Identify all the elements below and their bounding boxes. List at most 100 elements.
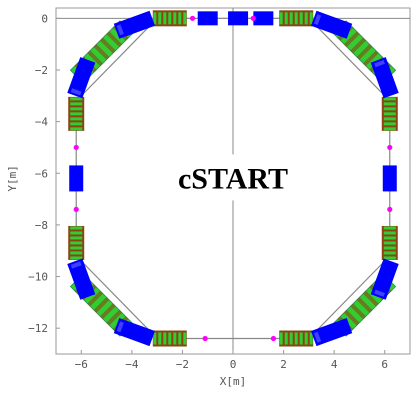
diag-pole-2 [100, 303, 116, 320]
x-tick-label: −2 [176, 358, 189, 371]
diag-pole-1 [363, 50, 379, 67]
corner-4-dipole [67, 258, 96, 300]
x-tick-label: −4 [125, 358, 139, 371]
corner-5-dipole [370, 258, 399, 300]
bottom-left-quad-block-group [152, 330, 187, 347]
right-upper-quad-pole [383, 112, 396, 116]
corner-6-dipole-edge [116, 321, 124, 333]
side-center-block-1 [382, 165, 397, 192]
left-lower-quad-pole [70, 226, 83, 230]
corner-3-dipole-edge [374, 60, 385, 68]
top-left-quad-pole [153, 12, 157, 25]
diag-pole-0 [106, 31, 123, 47]
y-axis-title: Y[m] [6, 165, 19, 192]
sextupole-5 [73, 206, 79, 213]
diag-pole-0 [100, 37, 116, 54]
sextupole-0 [189, 15, 196, 21]
bottom-right-quad-pole [309, 332, 313, 345]
bottom-right-quad-pole [299, 332, 303, 345]
right-upper-quad-pole [383, 117, 396, 121]
diag-pole-3 [343, 309, 360, 326]
left-upper-quad-pole [70, 107, 83, 111]
sextupole-2 [202, 335, 208, 342]
diag-pole-0 [93, 44, 110, 60]
top-center-block-1 [228, 11, 249, 26]
left-upper-quad-block-group [68, 96, 85, 131]
left-upper-quad-pole [70, 97, 83, 101]
sextupole-3 [270, 335, 277, 342]
left-upper-quad-pole [70, 127, 83, 131]
x-tick-label: −6 [75, 358, 88, 371]
y-tick-label: 0 [41, 12, 48, 25]
corner-7-dipole [311, 318, 353, 347]
left-lower-quad-pole [70, 256, 83, 260]
corner-0-dipole-group [113, 10, 155, 39]
diag-pole-3 [363, 290, 379, 307]
y-tick-label: −2 [35, 64, 48, 77]
corner-5-dipole-group [370, 258, 399, 300]
x-tick-label: 4 [331, 358, 338, 371]
bottom-right-quad-block-group [279, 330, 314, 347]
corner-6-dipole-group [113, 318, 155, 347]
corner-1-dipole [311, 10, 353, 39]
diag-pole-1 [356, 44, 373, 60]
right-upper-quad-pole [383, 102, 396, 106]
left-lower-quad-pole [70, 251, 83, 255]
left-lower-quad-pole [70, 246, 83, 250]
right-lower-quad-pole [383, 241, 396, 245]
top-left-quad-pole [173, 12, 177, 25]
side-center-block-0-group [69, 165, 84, 192]
left-upper-quad-pole [70, 112, 83, 116]
top-right-quad-pole [289, 12, 293, 25]
left-lower-quad-pole [70, 231, 83, 235]
bottom-right-quad-pole [304, 332, 308, 345]
sextupole-4 [73, 144, 79, 151]
diag-pole-0 [87, 50, 103, 67]
corner-7-dipole-group [311, 318, 353, 347]
right-lower-quad-pole [383, 226, 396, 230]
left-lower-quad-pole [70, 236, 83, 240]
side-center-block-0 [69, 165, 84, 192]
bottom-right-quad-pole [284, 332, 288, 345]
top-left-quad-pole [163, 12, 167, 25]
diag-pole-1 [343, 31, 360, 47]
corner-2-dipole-group [67, 57, 96, 99]
corner-7-dipole-edge [313, 331, 322, 343]
diag-pole-2 [93, 297, 110, 313]
x-tick-label: 0 [230, 358, 237, 371]
ring-title: cSTART [178, 162, 288, 195]
left-upper-quad-pole [70, 117, 83, 121]
top-right-quad-block-group [279, 10, 314, 27]
diag-pole-2 [106, 309, 123, 326]
x-axis-title: X[m] [220, 375, 247, 388]
bottom-left-quad-pole [158, 332, 162, 345]
top-left-quad-pole [183, 12, 187, 25]
corner-3-dipole [370, 57, 399, 99]
bottom-right-quad-pole [289, 332, 293, 345]
bottom-left-quad-pole [168, 332, 172, 345]
sextupole-1 [250, 15, 256, 21]
top-center-block-2-group [253, 11, 274, 26]
top-left-quad-pole [158, 12, 162, 25]
left-upper-quad-pole [70, 102, 83, 106]
x-tick-label: 2 [280, 358, 287, 371]
left-lower-quad-block-group [68, 225, 85, 260]
y-tick-label: −4 [35, 116, 49, 129]
right-upper-quad-pole [383, 122, 396, 126]
top-center-block-1-group [228, 11, 249, 26]
right-lower-quad-pole [383, 251, 396, 255]
right-upper-quad-pole [383, 127, 396, 131]
top-left-quad-pole [168, 12, 172, 25]
right-lower-quad-block-group [381, 225, 398, 260]
corner-2-dipole [67, 57, 96, 99]
bottom-right-quad-pole [294, 332, 298, 345]
bottom-left-quad-pole [153, 332, 157, 345]
sextupole-7 [387, 206, 393, 213]
top-center-block-0 [197, 11, 218, 26]
corner-4-dipole-group [67, 258, 96, 300]
top-center-block-0-group [197, 11, 218, 26]
left-lower-quad-pole [70, 241, 83, 245]
corner-1-dipole-group [311, 10, 353, 39]
top-right-quad-pole [284, 12, 288, 25]
